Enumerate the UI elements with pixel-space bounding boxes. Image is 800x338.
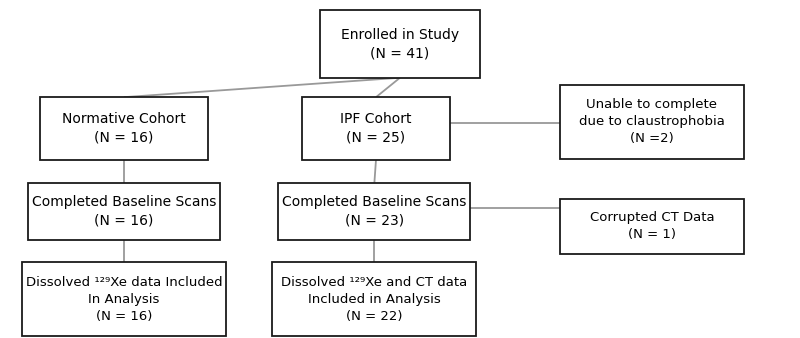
FancyBboxPatch shape xyxy=(22,262,226,336)
Text: IPF Cohort
(N = 25): IPF Cohort (N = 25) xyxy=(340,112,412,145)
Text: Dissolved ¹²⁹Xe data Included
In Analysis
(N = 16): Dissolved ¹²⁹Xe data Included In Analysi… xyxy=(26,275,222,323)
FancyBboxPatch shape xyxy=(302,97,450,160)
FancyBboxPatch shape xyxy=(560,199,744,254)
FancyBboxPatch shape xyxy=(320,10,480,78)
FancyBboxPatch shape xyxy=(40,97,208,160)
Text: Completed Baseline Scans
(N = 23): Completed Baseline Scans (N = 23) xyxy=(282,195,466,227)
Text: Enrolled in Study
(N = 41): Enrolled in Study (N = 41) xyxy=(341,28,459,60)
Text: Completed Baseline Scans
(N = 16): Completed Baseline Scans (N = 16) xyxy=(32,195,216,227)
FancyBboxPatch shape xyxy=(272,262,477,336)
Text: Normative Cohort
(N = 16): Normative Cohort (N = 16) xyxy=(62,112,186,145)
FancyBboxPatch shape xyxy=(28,183,220,240)
Text: Unable to complete
due to claustrophobia
(N =2): Unable to complete due to claustrophobia… xyxy=(579,98,725,145)
Text: Corrupted CT Data
(N = 1): Corrupted CT Data (N = 1) xyxy=(590,212,714,241)
Text: Dissolved ¹²⁹Xe and CT data
Included in Analysis
(N = 22): Dissolved ¹²⁹Xe and CT data Included in … xyxy=(282,275,467,323)
FancyBboxPatch shape xyxy=(278,183,470,240)
FancyBboxPatch shape xyxy=(560,84,744,159)
